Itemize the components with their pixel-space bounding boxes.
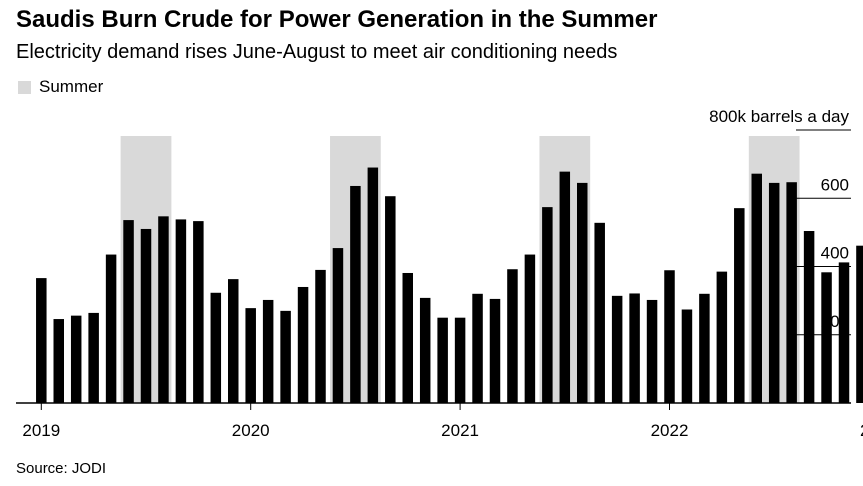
bar-2021-02	[472, 293, 483, 403]
x-tick-label-2019: 2019	[22, 421, 60, 440]
bar-2019-11	[210, 292, 222, 403]
y-tick-labels-layer: 0 200 400 600 800k barrels a day	[709, 107, 849, 399]
bar-2019-03	[70, 315, 82, 403]
bar-2020-05	[315, 269, 326, 403]
bar-2022-07	[768, 182, 780, 403]
x-tick-label-2021: 2021	[441, 421, 479, 440]
bar-2021-09	[594, 222, 605, 403]
legend-label-summer: Summer	[39, 77, 104, 96]
bar-2020-10	[402, 272, 413, 403]
chart-title: Saudis Burn Crude for Power Generation i…	[16, 6, 658, 33]
bar-2019-01	[36, 278, 47, 403]
bar-2021-11	[629, 293, 640, 403]
bar-2019-05	[105, 254, 117, 403]
bar-2021-07	[559, 171, 571, 403]
y-tick-label-400: 400	[821, 244, 849, 263]
bar-2020-09	[385, 196, 396, 403]
bar-2019-09	[175, 219, 187, 403]
bar-2021-03	[489, 298, 501, 403]
bar-2019-08	[158, 216, 169, 403]
x-tick-label-2020: 2020	[232, 421, 270, 440]
bar-2022-04	[716, 271, 728, 403]
bar-2019-07	[140, 228, 152, 403]
bar-2022-01	[664, 270, 675, 403]
bar-2020-12	[437, 317, 448, 403]
bar-2020-11	[419, 297, 431, 403]
bar-2020-01	[245, 308, 256, 403]
bar-2022-02	[681, 309, 693, 403]
bar-2022-12	[856, 245, 863, 403]
bar-2022-08	[786, 182, 797, 403]
chart-subtitle: Electricity demand rises June-August to …	[16, 41, 618, 63]
y-tick-label-0: 0	[840, 380, 849, 399]
bar-2020-02	[262, 299, 274, 403]
bar-2021-01	[454, 317, 466, 403]
y-unit-label: 800k barrels a day	[709, 107, 849, 126]
bar-2022-05	[734, 208, 745, 403]
bar-2021-05	[524, 254, 536, 403]
x-axis-layer: 2019 2020 2021 2022 2023	[16, 402, 863, 440]
bar-2019-12	[228, 279, 239, 403]
bar-2022-10	[821, 272, 832, 403]
bar-2022-09	[803, 231, 815, 403]
source-note: Source: JODI	[16, 460, 107, 477]
bar-2020-04	[297, 286, 309, 403]
x-tick-label-2022: 2022	[651, 421, 689, 440]
bar-2021-06	[542, 207, 553, 403]
legend: Summer	[18, 77, 103, 97]
bar-2021-10	[611, 295, 623, 403]
y-tick-label-200: 200	[821, 312, 849, 331]
bar-2019-02	[53, 319, 64, 403]
bar-2022-11	[838, 262, 850, 403]
y-tick-label-600: 600	[821, 175, 849, 194]
bars-layer	[36, 167, 863, 403]
bar-2020-08	[367, 167, 379, 403]
bar-2021-08	[577, 182, 588, 403]
bar-2021-04	[507, 269, 518, 403]
bar-2019-04	[88, 312, 99, 403]
bar-2020-03	[280, 310, 291, 403]
bar-2020-07	[350, 185, 361, 403]
bar-2022-06	[751, 173, 762, 403]
bar-2020-06	[332, 248, 344, 403]
bar-2021-12	[646, 299, 658, 403]
bar-2019-10	[193, 221, 204, 403]
legend-swatch-summer	[18, 80, 31, 94]
bar-2019-06	[123, 220, 134, 403]
x-tick-label-2023: 2023	[860, 421, 863, 440]
bar-2022-03	[699, 293, 710, 403]
